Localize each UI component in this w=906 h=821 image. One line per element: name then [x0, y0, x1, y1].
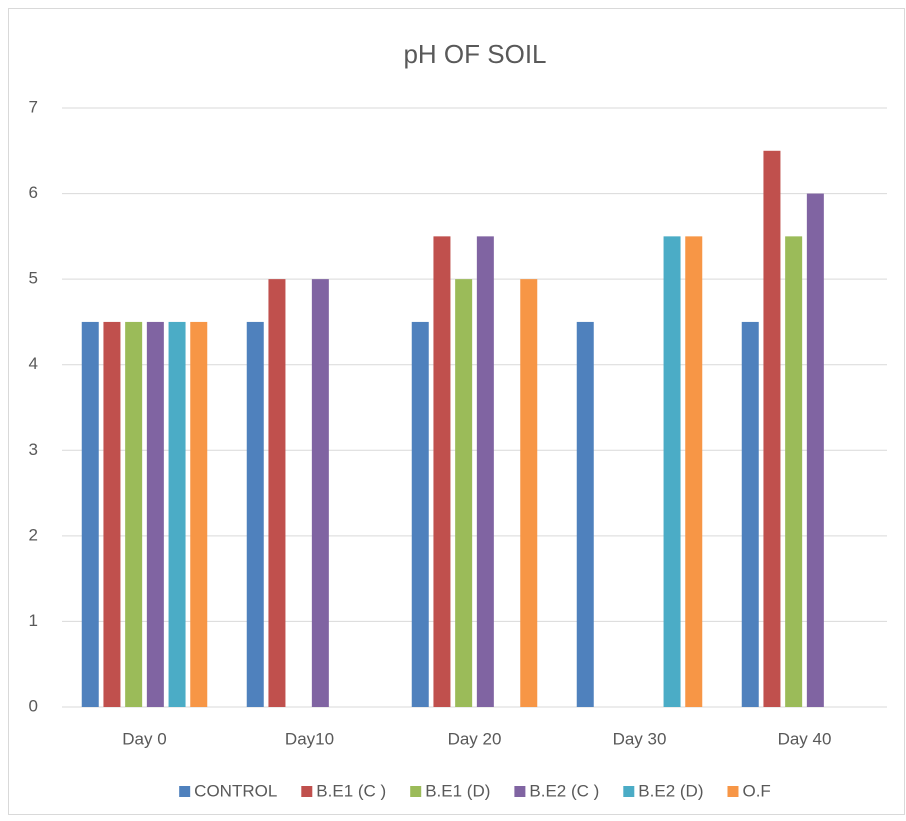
bar — [476, 236, 494, 707]
bar — [663, 236, 681, 707]
bar — [190, 321, 208, 707]
legend-label: B.E1 (D) — [425, 781, 490, 800]
y-tick-label: 6 — [29, 183, 38, 202]
legend-label: B.E2 (C ) — [529, 781, 599, 800]
bar — [741, 321, 759, 707]
bar — [785, 236, 803, 707]
bar — [311, 279, 329, 707]
bar — [433, 236, 451, 707]
bar — [685, 236, 703, 707]
bar — [81, 321, 99, 707]
legend-label: O.F — [742, 781, 770, 800]
legend-swatch — [179, 786, 191, 797]
bar — [455, 279, 473, 707]
legend-swatch — [727, 786, 739, 797]
legend-label: B.E2 (D) — [638, 781, 703, 800]
y-tick-label: 1 — [29, 611, 38, 630]
bar — [146, 321, 164, 707]
bar — [763, 150, 781, 708]
bar — [103, 321, 121, 707]
bar — [168, 321, 186, 707]
y-tick-label: 5 — [29, 269, 38, 288]
y-tick-label: 2 — [29, 525, 38, 544]
bar — [125, 321, 143, 707]
legend-label: B.E1 (C ) — [316, 781, 386, 800]
y-tick-label: 4 — [29, 354, 38, 373]
y-tick-label: 7 — [29, 97, 38, 116]
x-tick-label: Day10 — [285, 729, 334, 748]
bar — [268, 279, 286, 707]
legend-label: CONTROL — [194, 781, 277, 800]
y-tick-label: 0 — [29, 696, 38, 715]
bar — [411, 321, 429, 707]
legend-swatch — [301, 786, 313, 797]
bar — [576, 321, 594, 707]
x-tick-label: Day 0 — [122, 729, 166, 748]
bar — [520, 279, 538, 707]
x-tick-label: Day 20 — [448, 729, 502, 748]
y-tick-label: 3 — [29, 440, 38, 459]
bar — [246, 321, 264, 707]
x-tick-label: Day 40 — [778, 729, 832, 748]
bar — [806, 193, 824, 708]
legend-swatch — [514, 786, 526, 797]
legend-swatch — [623, 786, 635, 797]
legend-swatch — [410, 786, 422, 797]
chart-title: pH OF SOIL — [403, 39, 546, 69]
x-tick-label: Day 30 — [613, 729, 667, 748]
